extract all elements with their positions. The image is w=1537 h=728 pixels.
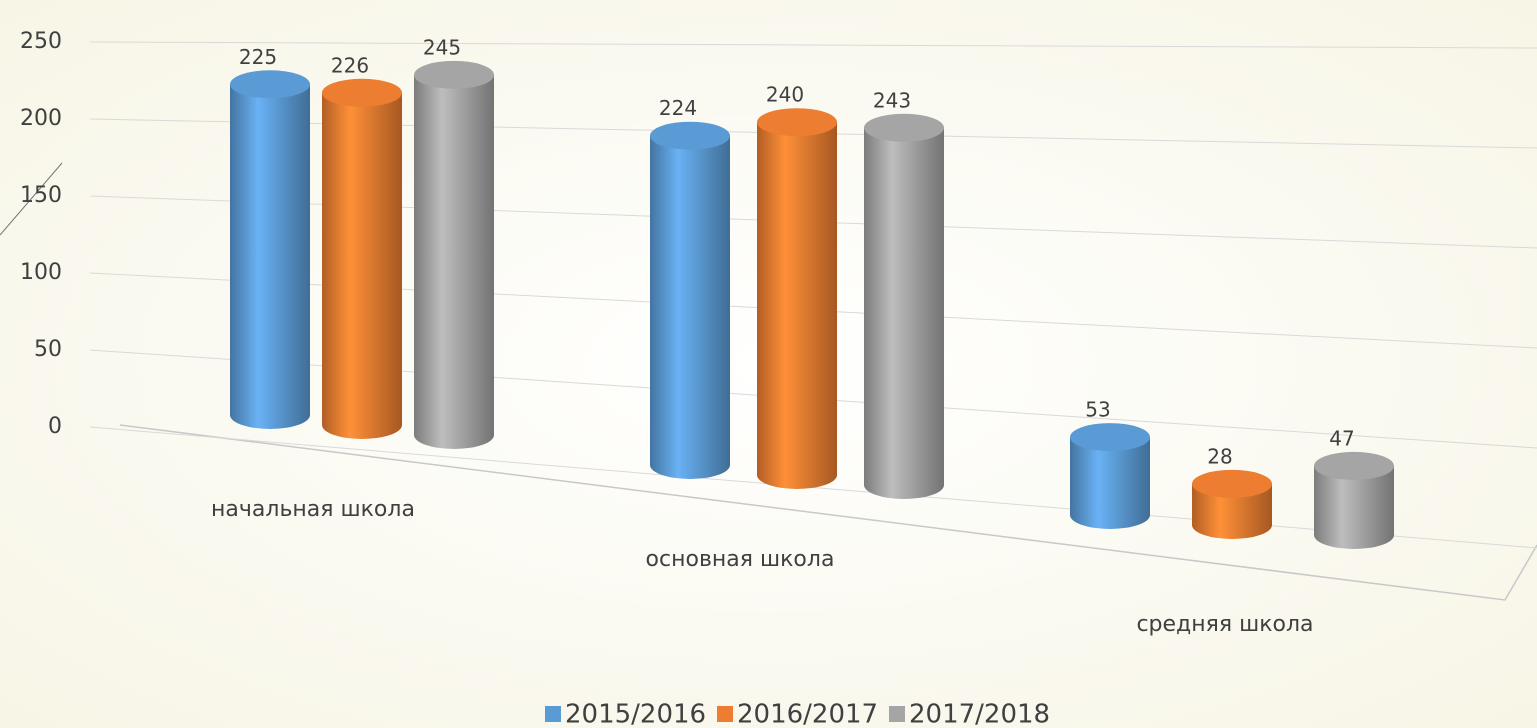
- y-tick-label: 100: [20, 260, 62, 285]
- bar-top: [1314, 451, 1394, 480]
- y-tick-label: 150: [20, 183, 62, 208]
- bar-top: [650, 121, 730, 150]
- floor-edge: [119, 424, 1537, 601]
- value-label: 224: [659, 96, 697, 120]
- legend-swatch: [889, 706, 905, 722]
- bar: [230, 84, 310, 415]
- bar-top: [322, 78, 402, 107]
- value-label: 47: [1329, 426, 1354, 450]
- bar-top: [414, 60, 494, 89]
- y-tick-label: 50: [34, 337, 62, 362]
- value-label: 240: [766, 83, 804, 107]
- decoration-line: [0, 162, 63, 236]
- bar-top: [1070, 423, 1150, 452]
- cylinder: [414, 60, 494, 449]
- value-label: 245: [423, 35, 461, 59]
- bar: [650, 135, 730, 465]
- value-label: 243: [873, 88, 911, 112]
- bar: [322, 92, 402, 425]
- cylinder: [230, 70, 310, 429]
- cylinder: [757, 108, 837, 489]
- value-label: 53: [1085, 398, 1110, 422]
- value-label: 226: [331, 53, 369, 77]
- cylinder: [1070, 423, 1150, 529]
- x-tick-label: основная школа: [646, 547, 835, 572]
- bar: [757, 122, 837, 475]
- y-tick-label: 250: [20, 29, 62, 54]
- y-tick-label: 200: [20, 106, 62, 131]
- bar: [864, 127, 944, 485]
- cylinder: [1314, 451, 1394, 549]
- bar-top: [864, 113, 944, 142]
- bar-top: [1192, 469, 1272, 498]
- value-label: 225: [239, 45, 277, 69]
- cylinder: [864, 113, 944, 499]
- bar: [414, 74, 494, 435]
- legend-label: 2017/2018: [909, 700, 1050, 728]
- bar-top: [230, 70, 310, 99]
- cylinder: [1192, 469, 1272, 539]
- x-tick-label: средняя школа: [1136, 612, 1313, 637]
- legend-swatch: [545, 706, 561, 722]
- y-tick-label: 0: [48, 414, 62, 439]
- cylinder: [650, 121, 730, 479]
- legend-swatch: [717, 706, 733, 722]
- cylinder: [322, 78, 402, 439]
- legend-label: 2016/2017: [737, 700, 878, 728]
- grid-line: [89, 41, 1537, 49]
- bar-top: [757, 108, 837, 137]
- value-label: 28: [1207, 444, 1232, 468]
- x-tick-label: начальная школа: [211, 497, 415, 522]
- legend-label: 2015/2016: [565, 700, 706, 728]
